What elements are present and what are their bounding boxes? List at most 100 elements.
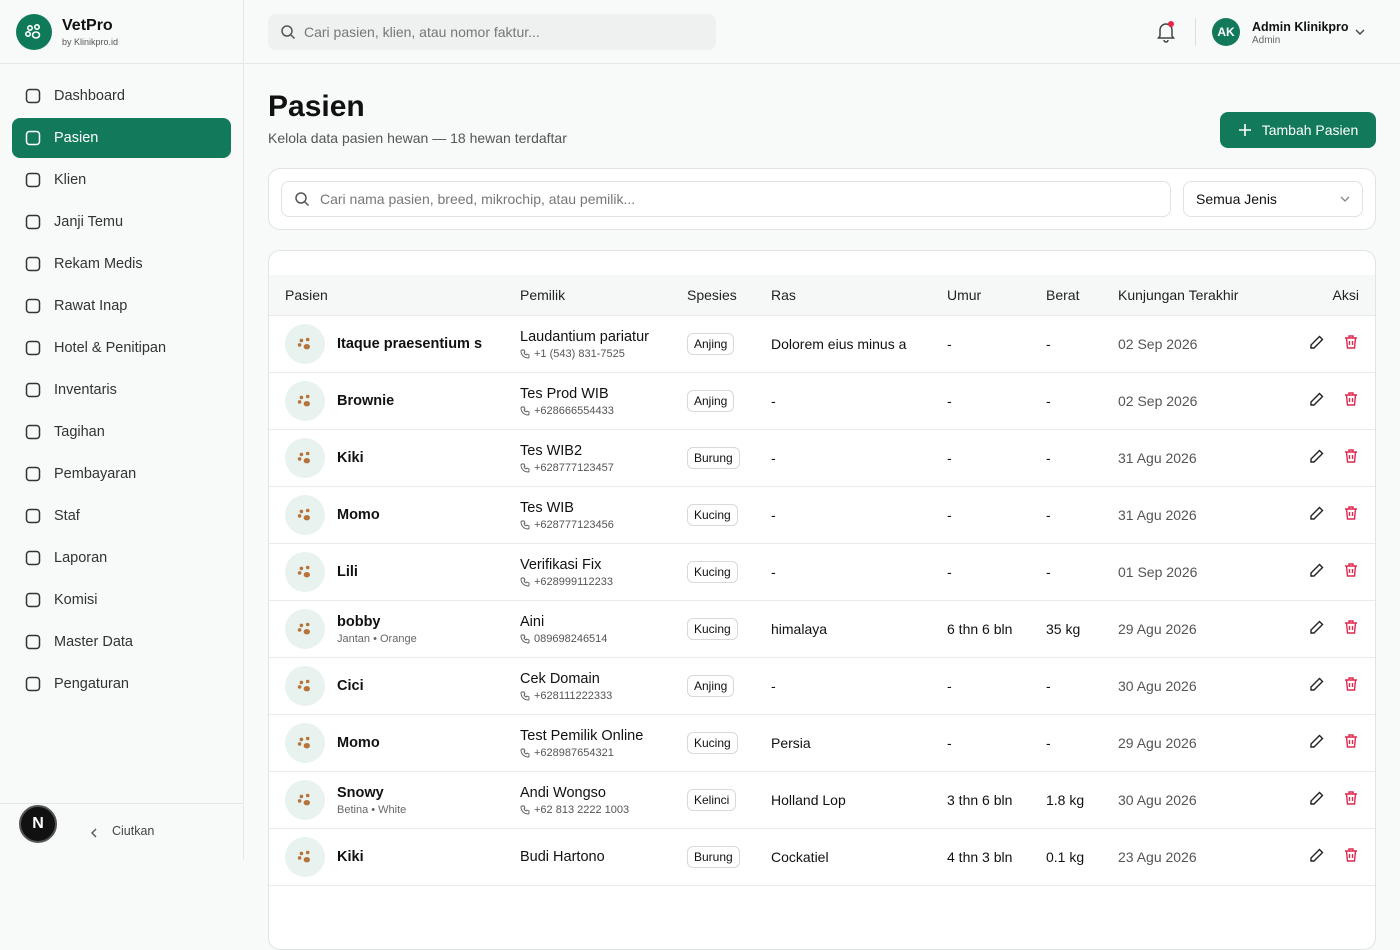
patient-avatar (285, 780, 325, 820)
edit-button[interactable] (1308, 676, 1325, 696)
add-button[interactable]: Tambah Pasien (1220, 112, 1376, 148)
species-tag: Kelinci (687, 789, 737, 811)
phone-number: +62 813 2222 1003 (534, 803, 630, 816)
nav-item[interactable]: Rekam Medis (12, 244, 231, 284)
edit-button[interactable] (1308, 847, 1325, 867)
last-visit: 23 Agu 2026 (1118, 849, 1197, 865)
owner-cell: Cek Domain +628111222333 (520, 671, 687, 702)
last-visit: 02 Sep 2026 (1118, 336, 1198, 352)
table-row: Momo Tes WIB +628777123456 Kucing - - - 31 Agu … (269, 487, 1375, 544)
species-cell: Anjing (687, 333, 771, 355)
delete-button[interactable] (1343, 619, 1359, 639)
collapse-button[interactable]: Ciutkan (112, 824, 155, 838)
patient-name: bobby (337, 613, 381, 630)
patient-avatar (285, 723, 325, 763)
owner-cell: Tes WIB2 +628777123457 (520, 443, 687, 474)
edit-button[interactable] (1308, 562, 1325, 582)
global-search[interactable]: Cari pasien, klien, atau nomor faktur... (268, 14, 716, 50)
owner-cell: Tes WIB +628777123456 (520, 500, 687, 531)
nav-item[interactable]: Pasien (12, 118, 231, 158)
last-visit: 31 Agu 2026 (1118, 450, 1197, 466)
nav-item[interactable]: Inventaris (12, 370, 231, 410)
patient-avatar (285, 666, 325, 706)
patient-info: Kiki (337, 849, 364, 865)
table-row: Kiki Budi Hartono Burung Cockatiel 4 thn 3 b… (269, 829, 1375, 886)
delete-button[interactable] (1343, 847, 1359, 867)
delete-button[interactable] (1343, 562, 1359, 582)
nav-label: Rekam Medis (54, 256, 143, 272)
patient-cell: Brownie (285, 381, 520, 421)
nav-item[interactable]: Klien (12, 160, 231, 200)
nav-label: Dashboard (54, 88, 125, 104)
last-visit: 02 Sep 2026 (1118, 393, 1198, 409)
nav-item[interactable]: Tagihan (12, 412, 231, 452)
nav-item[interactable]: Hotel & Penitipan (12, 328, 231, 368)
patient-cell: Lili (285, 552, 520, 592)
column-header: Berat (1046, 287, 1080, 303)
patient-name: Itaque praesentium s (337, 336, 483, 352)
sidebar-footer: N Ciutkan (0, 803, 243, 860)
nav-label: Pasien (54, 130, 99, 146)
nav-item[interactable]: Staf (12, 496, 231, 536)
last-visit: 30 Agu 2026 (1118, 678, 1197, 694)
actions (1289, 790, 1359, 810)
nav-item[interactable]: Dashboard (12, 76, 231, 116)
edit-button[interactable] (1308, 391, 1325, 411)
owner-name: Tes WIB (520, 499, 574, 516)
nav-item[interactable]: Komisi (12, 580, 231, 620)
edit-button[interactable] (1308, 448, 1325, 468)
breed: - (771, 450, 776, 466)
nav-item[interactable]: Pembayaran (12, 454, 231, 494)
filter-card: Cari nama pasien, breed, mikrochip, atau… (268, 168, 1376, 230)
column-header: Spesies (687, 287, 737, 303)
phone-number: +628999112233 (534, 575, 614, 588)
last-visit: 29 Agu 2026 (1118, 621, 1197, 637)
patient-detail: Jantan • Orange (337, 632, 417, 645)
owner-cell: Laudantium pariatur +1 (543) 831-7525 (520, 329, 687, 360)
delete-button[interactable] (1343, 733, 1359, 753)
last-visit: 01 Sep 2026 (1118, 564, 1198, 580)
edit-button[interactable] (1308, 334, 1325, 354)
patient-info: Snowy Betina • White (337, 785, 406, 816)
notifications[interactable] (1156, 21, 1176, 43)
patient-cell: Kiki (285, 438, 520, 478)
patient-cell: Momo (285, 723, 520, 763)
delete-button[interactable] (1343, 391, 1359, 411)
delete-button[interactable] (1343, 790, 1359, 810)
nav-item[interactable]: Janji Temu (12, 202, 231, 242)
edit-button[interactable] (1308, 790, 1325, 810)
edit-button[interactable] (1308, 619, 1325, 639)
nav-item[interactable]: Laporan (12, 538, 231, 578)
patient-search[interactable]: Cari nama pasien, breed, mikrochip, atau… (281, 181, 1171, 217)
page-title: Pasien (268, 90, 365, 123)
owner-cell: Aini 089698246514 (520, 614, 687, 645)
column-header: Umur (947, 287, 982, 303)
delete-button[interactable] (1343, 334, 1359, 354)
nav-item[interactable]: Pengaturan (12, 664, 231, 704)
delete-button[interactable] (1343, 505, 1359, 525)
owner-name: Budi Hartono (520, 849, 605, 865)
delete-button[interactable] (1343, 676, 1359, 696)
phone-number: +628777123457 (534, 461, 614, 474)
nav-item[interactable]: Rawat Inap (12, 286, 231, 326)
page-subtitle: Kelola data pasien hewan — 18 hewan terd… (268, 130, 567, 146)
patient-cell: Kiki (285, 837, 520, 877)
owner-phone: 089698246514 (520, 633, 687, 645)
breed: - (771, 678, 776, 694)
avatar[interactable]: AK (1212, 18, 1240, 46)
species-select[interactable]: Semua Jenis (1183, 181, 1363, 217)
edit-button[interactable] (1308, 505, 1325, 525)
patient-name: Kiki (337, 849, 364, 865)
nav-label: Komisi (54, 592, 98, 608)
add-label: Tambah Pasien (1261, 122, 1359, 138)
species-cell: Kucing (687, 618, 771, 640)
species-tag: Anjing (687, 390, 735, 412)
species-tag: Burung (687, 846, 740, 868)
nav-item[interactable]: Master Data (12, 622, 231, 662)
owner-name: Verifikasi Fix (520, 556, 602, 573)
delete-button[interactable] (1343, 448, 1359, 468)
breed: Dolorem eius minus a (771, 336, 907, 352)
edit-button[interactable] (1308, 733, 1325, 753)
weight: 35 kg (1046, 621, 1081, 637)
breed: - (771, 507, 776, 523)
